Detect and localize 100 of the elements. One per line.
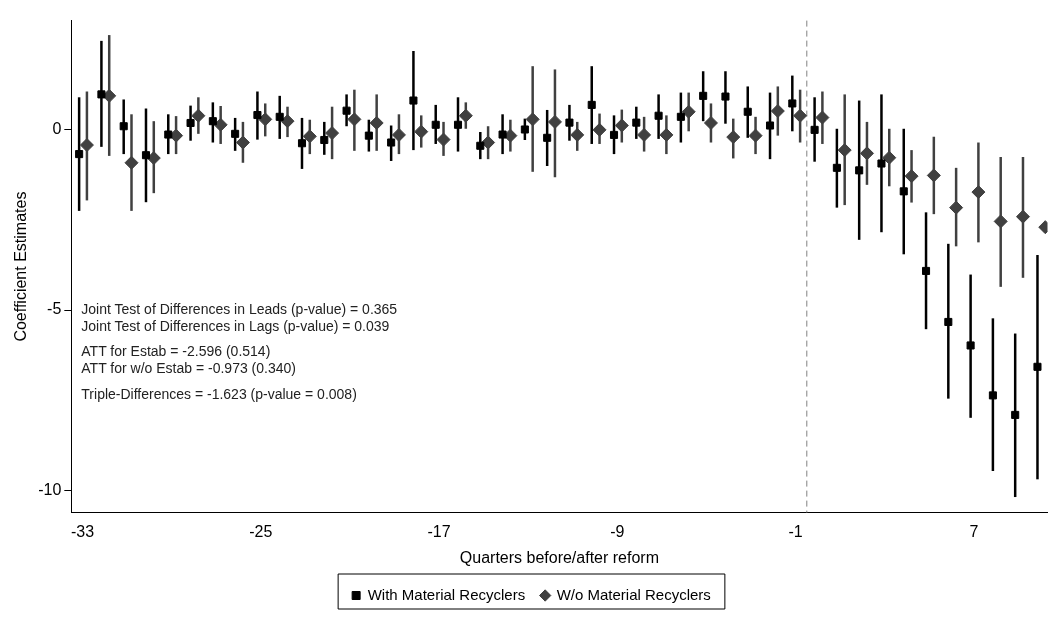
- legend-label: With Material Recyclers: [367, 585, 526, 603]
- point: [721, 92, 730, 101]
- point: [681, 104, 696, 119]
- point: [387, 138, 396, 147]
- x-tick-label: -17: [427, 522, 451, 540]
- x-tick-label: -25: [249, 522, 273, 540]
- point: [124, 155, 139, 170]
- x-tick-label: -9: [610, 522, 625, 540]
- point: [275, 112, 284, 121]
- annotation: Joint Test of Differences in Lags (p-value) = 0.039: [81, 317, 390, 334]
- point: [966, 341, 975, 350]
- point: [882, 150, 897, 165]
- point: [146, 151, 161, 166]
- point: [498, 130, 507, 139]
- point: [481, 135, 496, 150]
- point: [587, 100, 596, 109]
- point: [793, 108, 808, 123]
- point: [770, 104, 785, 119]
- point: [75, 150, 84, 159]
- point: [855, 166, 864, 175]
- point: [659, 127, 674, 142]
- x-axis-title: Quarters before/after reform: [459, 548, 660, 566]
- point: [325, 126, 340, 141]
- point: [748, 128, 763, 143]
- point: [453, 120, 463, 129]
- point: [904, 169, 919, 184]
- point: [213, 117, 228, 132]
- point: [609, 130, 619, 139]
- point: [141, 151, 151, 160]
- point: [703, 115, 718, 130]
- point: [949, 200, 964, 215]
- point: [654, 111, 663, 120]
- x-tick-label: -33: [70, 522, 95, 540]
- annotation: Joint Test of Differences in Leads (p-value) = 0.365: [81, 300, 398, 317]
- y-tick-label: -5: [47, 300, 62, 318]
- point: [565, 118, 574, 127]
- point: [235, 135, 250, 150]
- point: [810, 125, 819, 134]
- point: [899, 187, 908, 196]
- y-tick-label: -10: [38, 481, 62, 499]
- point: [369, 115, 384, 130]
- point: [458, 108, 473, 123]
- x-tick-label: -1: [788, 522, 803, 540]
- point: [614, 118, 629, 133]
- point: [258, 112, 273, 127]
- point: [543, 133, 552, 142]
- point: [788, 99, 797, 108]
- point: [436, 132, 451, 147]
- point: [231, 129, 240, 138]
- point: [97, 90, 106, 99]
- point: [164, 130, 173, 139]
- point: [699, 91, 708, 100]
- point: [169, 128, 184, 143]
- x-tick-label: 7: [969, 522, 979, 540]
- point: [815, 110, 830, 125]
- point: [922, 266, 931, 275]
- point: [637, 127, 652, 142]
- point: [476, 141, 485, 150]
- y-tick-label: 0: [52, 119, 62, 137]
- point: [743, 107, 752, 116]
- point: [832, 163, 841, 172]
- point: [364, 131, 373, 140]
- point: [837, 143, 852, 158]
- point: [1033, 362, 1042, 371]
- legend-label: W/o Material Recyclers: [556, 585, 711, 603]
- point: [676, 112, 685, 121]
- point: [347, 112, 362, 127]
- point: [191, 108, 206, 123]
- point: [208, 117, 217, 126]
- point: [302, 129, 317, 144]
- point: [280, 114, 295, 129]
- point: [1011, 410, 1020, 419]
- annotation: Triple-Differences = -1.623 (p-value = 0.008): [81, 385, 357, 402]
- point: [520, 125, 529, 134]
- point: [993, 214, 1008, 229]
- point: [765, 121, 775, 130]
- point: [297, 139, 307, 148]
- point: [391, 127, 406, 142]
- point: [988, 391, 997, 400]
- point: [547, 114, 562, 129]
- point: [971, 185, 986, 200]
- point: [253, 110, 262, 120]
- point: [431, 120, 440, 129]
- point: [570, 127, 585, 142]
- point: [1015, 209, 1030, 224]
- point: [409, 96, 418, 105]
- point: [859, 146, 874, 161]
- point: [320, 135, 329, 145]
- point: [186, 118, 195, 128]
- annotation: ATT for w/o Estab = -0.973 (0.340): [81, 360, 296, 377]
- annotation: ATT for Estab = -2.596 (0.514): [81, 343, 271, 360]
- point: [525, 112, 540, 127]
- y-axis-title: Coefficient Estimates: [12, 191, 30, 342]
- point: [414, 124, 429, 139]
- point: [592, 122, 607, 137]
- point: [726, 130, 741, 145]
- point: [926, 168, 941, 183]
- point: [877, 159, 886, 168]
- point: [944, 317, 953, 326]
- point: [632, 118, 641, 127]
